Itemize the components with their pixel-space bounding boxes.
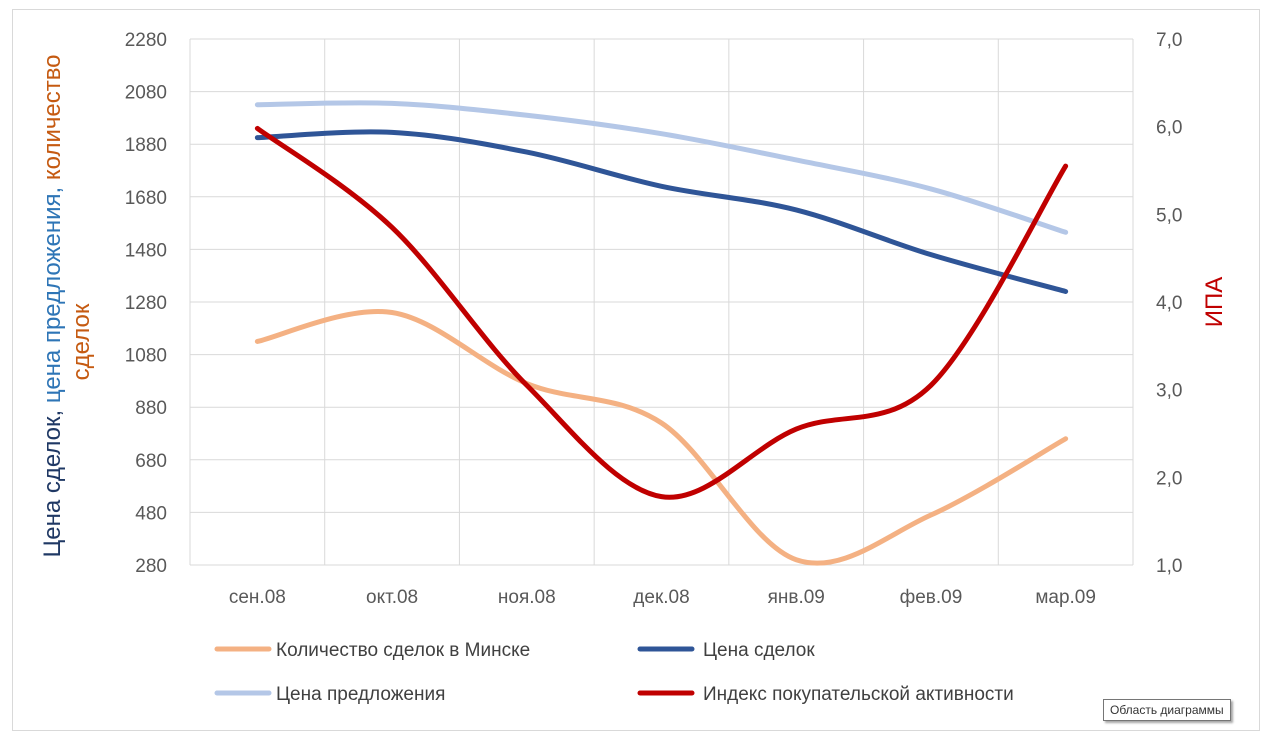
left-tick-label: 1280: [125, 293, 167, 314]
right-axis-title: ИПА: [1201, 277, 1228, 328]
legend-label: Цена сделок: [703, 640, 815, 661]
right-tick-label: 6,0: [1156, 118, 1182, 139]
x-tick-label: фев.09: [900, 587, 963, 608]
chart-area-tooltip: Область диаграммы: [1103, 699, 1231, 721]
legend-label: Индекс покупательской активности: [703, 684, 1014, 705]
left-axis-title: Цена сделок, цена предложения, количеств…: [39, 54, 66, 557]
series-line: [254, 309, 1069, 566]
left-tick-label: 1680: [125, 188, 167, 209]
right-tick-label: 1,0: [1156, 556, 1182, 577]
legend-label: Цена предложения: [276, 684, 445, 705]
x-tick-label: сен.08: [229, 587, 286, 608]
right-tick-label: 4,0: [1156, 293, 1182, 314]
series-line: [254, 125, 1069, 500]
left-axis-title-part: количество: [39, 54, 66, 180]
left-tick-label: 280: [135, 556, 167, 577]
left-tick-label: 480: [135, 503, 167, 524]
series-line: [254, 129, 1069, 294]
right-tick-label: 3,0: [1156, 381, 1182, 402]
x-tick-label: мар.09: [1035, 587, 1096, 608]
left-tick-label: 2280: [125, 30, 167, 51]
left-tick-label: 1080: [125, 346, 167, 367]
left-tick-label: 1480: [125, 240, 167, 261]
right-tick-label: 7,0: [1156, 30, 1182, 51]
left-axis-title-part: цена предложения,: [39, 180, 66, 403]
x-tick-label: ноя.08: [498, 587, 556, 608]
left-axis-title-line2: сделок: [68, 303, 95, 380]
x-tick-label: окт.08: [366, 587, 418, 608]
left-tick-label: 880: [135, 398, 167, 419]
x-tick-label: янв.09: [768, 587, 825, 608]
legend-label: Количество сделок в Минске: [276, 640, 530, 661]
left-axis-title-part: Цена сделок,: [39, 403, 66, 557]
left-tick-label: 2080: [125, 83, 167, 104]
left-tick-label: 1880: [125, 135, 167, 156]
series-line: [254, 100, 1069, 235]
x-tick-label: дек.08: [633, 587, 689, 608]
left-tick-label: 680: [135, 451, 167, 472]
right-tick-label: 2,0: [1156, 468, 1182, 489]
right-tick-label: 5,0: [1156, 205, 1182, 226]
